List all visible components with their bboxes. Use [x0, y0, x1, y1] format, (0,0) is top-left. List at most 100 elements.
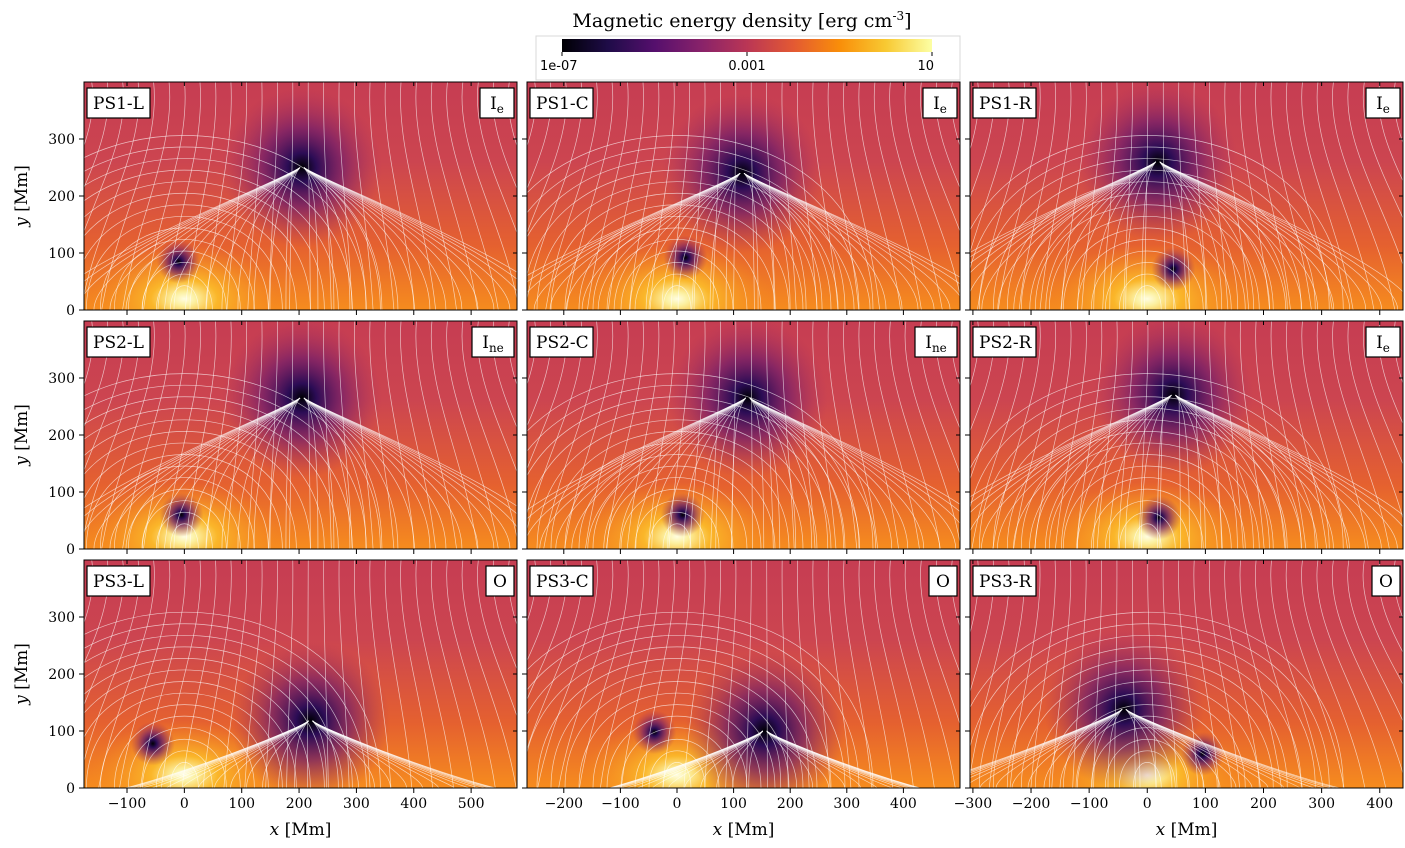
x-tick-label: 100 — [720, 796, 747, 812]
field-lines — [970, 321, 1403, 549]
x-tick-label: −100 — [108, 796, 146, 812]
topology-class-box — [485, 565, 515, 597]
panel-ps1-c: PS1-C Ie — [522, 81, 961, 315]
colorbar-tick-label: 10 — [917, 59, 934, 74]
panel-ps2-r: PS2-R Ie — [965, 320, 1404, 554]
topology-class-label: O — [936, 572, 950, 592]
panel-ps2-l: 0 100 200 300 y [Mm] PS2-L Ine — [12, 320, 518, 558]
topology-class-label: Ie — [933, 94, 947, 116]
magnetic-null-point — [221, 87, 382, 248]
x-tick-label: 400 — [890, 796, 917, 812]
panel-label: PS3-C — [536, 572, 589, 592]
topology-class-box — [479, 87, 515, 119]
magnetic-null-point — [159, 492, 204, 537]
panel-label-box — [86, 326, 151, 358]
y-axis-label: y [Mm] — [12, 165, 32, 228]
x-tick-label: −100 — [601, 796, 639, 812]
field-lines — [84, 560, 517, 788]
topology-class-box — [928, 565, 958, 597]
x-tick-label: −200 — [1012, 796, 1050, 812]
topology-class-box — [1365, 326, 1401, 358]
x-tick-label: 0 — [673, 796, 682, 812]
panel-label-box — [972, 565, 1037, 597]
x-tick-label: 300 — [1308, 796, 1335, 812]
topology-class-label: Ine — [925, 333, 947, 355]
x-tick-label: −100 — [1070, 796, 1108, 812]
y-tick-label: 0 — [66, 542, 75, 558]
x-tick-label: 200 — [1250, 796, 1277, 812]
panel-label-box — [86, 565, 151, 597]
panel-label: PS2-R — [979, 333, 1033, 353]
x-tick-label: 400 — [400, 796, 427, 812]
y-tick-label: 0 — [66, 303, 75, 319]
panel-ps1-l: 0 100 200 300 y [Mm] PS1-L Ie — [12, 81, 518, 319]
y-tick-label: 300 — [48, 610, 75, 626]
panel-label: PS2-C — [536, 333, 589, 353]
magnetic-null-point — [1044, 629, 1204, 788]
x-tick-label: −200 — [545, 796, 583, 812]
topology-class-label: Ine — [482, 333, 504, 355]
magnetic-null-point — [1136, 495, 1181, 540]
colorbar-tick-label: 0.001 — [728, 59, 765, 74]
panel-ps1-r: PS1-R Ie — [965, 81, 1404, 315]
x-tick-label: 0 — [1143, 796, 1152, 812]
x-tick-label: 300 — [833, 796, 860, 812]
y-tick-label: 200 — [48, 189, 75, 205]
magnetic-null-point — [667, 321, 828, 478]
panel-label: PS1-C — [536, 94, 589, 114]
y-tick-label: 100 — [48, 724, 75, 740]
flux-source-glow — [1052, 243, 1243, 310]
panel-label: PS2-L — [93, 333, 144, 353]
y-tick-label: 200 — [48, 667, 75, 683]
x-axis-label: x [Mm] — [713, 820, 775, 840]
topology-class-label: O — [493, 572, 507, 592]
topology-class-label: Ie — [1376, 94, 1390, 116]
y-tick-label: 300 — [48, 132, 75, 148]
y-tick-label: 100 — [48, 246, 75, 262]
panel-label-box — [529, 87, 594, 119]
y-tick-label: 200 — [48, 428, 75, 444]
x-axis-label: x [Mm] — [1156, 820, 1218, 840]
y-axis-label: y [Mm] — [12, 404, 32, 467]
colorbar-title: Magnetic energy density [erg cm-3] — [572, 9, 911, 32]
x-tick-label: 0 — [180, 796, 189, 812]
magnetic-null-point — [130, 721, 175, 766]
x-tick-label: 200 — [286, 796, 313, 812]
panels: 0 100 200 300 y [Mm] PS1-L Ie PS1-C Ie PS1-R Ie 0 10… — [12, 81, 1404, 840]
x-tick-label: 100 — [1192, 796, 1219, 812]
topology-class-label: Ie — [490, 94, 504, 116]
topology-class-box — [471, 326, 515, 358]
y-tick-label: 0 — [66, 781, 75, 797]
topology-class-label: O — [1379, 572, 1393, 592]
panel-ps3-c: −200 −100 0 100 200 300 400 x [Mm] PS3-C O — [522, 559, 961, 840]
x-tick-label: 300 — [343, 796, 370, 812]
topology-class-box — [1365, 87, 1401, 119]
panel-label: PS1-R — [979, 94, 1033, 114]
x-axis-label: x [Mm] — [270, 820, 332, 840]
panel-label-box — [529, 565, 594, 597]
topology-class-box — [1371, 565, 1401, 597]
topology-class-box — [922, 87, 958, 119]
field-lines — [527, 82, 960, 310]
panel-label: PS1-L — [93, 94, 144, 114]
panel-label-box — [529, 326, 594, 358]
colorbar-tick-label: 1e-07 — [540, 59, 578, 74]
x-tick-label: 400 — [1366, 796, 1393, 812]
panel-label: PS3-R — [979, 572, 1033, 592]
x-tick-label: −300 — [954, 796, 992, 812]
panel-label-box — [972, 87, 1037, 119]
panel-label-box — [972, 326, 1037, 358]
y-axis-label: y [Mm] — [12, 643, 32, 706]
y-tick-label: 100 — [48, 485, 75, 501]
panel-label-box — [86, 87, 151, 119]
colorbar: Magnetic energy density [erg cm-3] 1e-07 0… — [535, 9, 961, 81]
panel-ps2-c: PS2-C Ine — [522, 320, 961, 554]
panel-ps3-r: −300 −200 −100 0 100 200 300 400 x [Mm] PS3-R O — [954, 559, 1404, 840]
magnetic-null-point — [230, 640, 391, 788]
y-tick-label: 300 — [48, 371, 75, 387]
panel-ps3-l: 0 100 200 300 −100 0 100 200 300 400 500 y [Mm] x [M… — [12, 559, 518, 840]
topology-class-box — [914, 326, 958, 358]
topology-class-label: Ie — [1376, 333, 1390, 355]
x-tick-label: 100 — [228, 796, 255, 812]
